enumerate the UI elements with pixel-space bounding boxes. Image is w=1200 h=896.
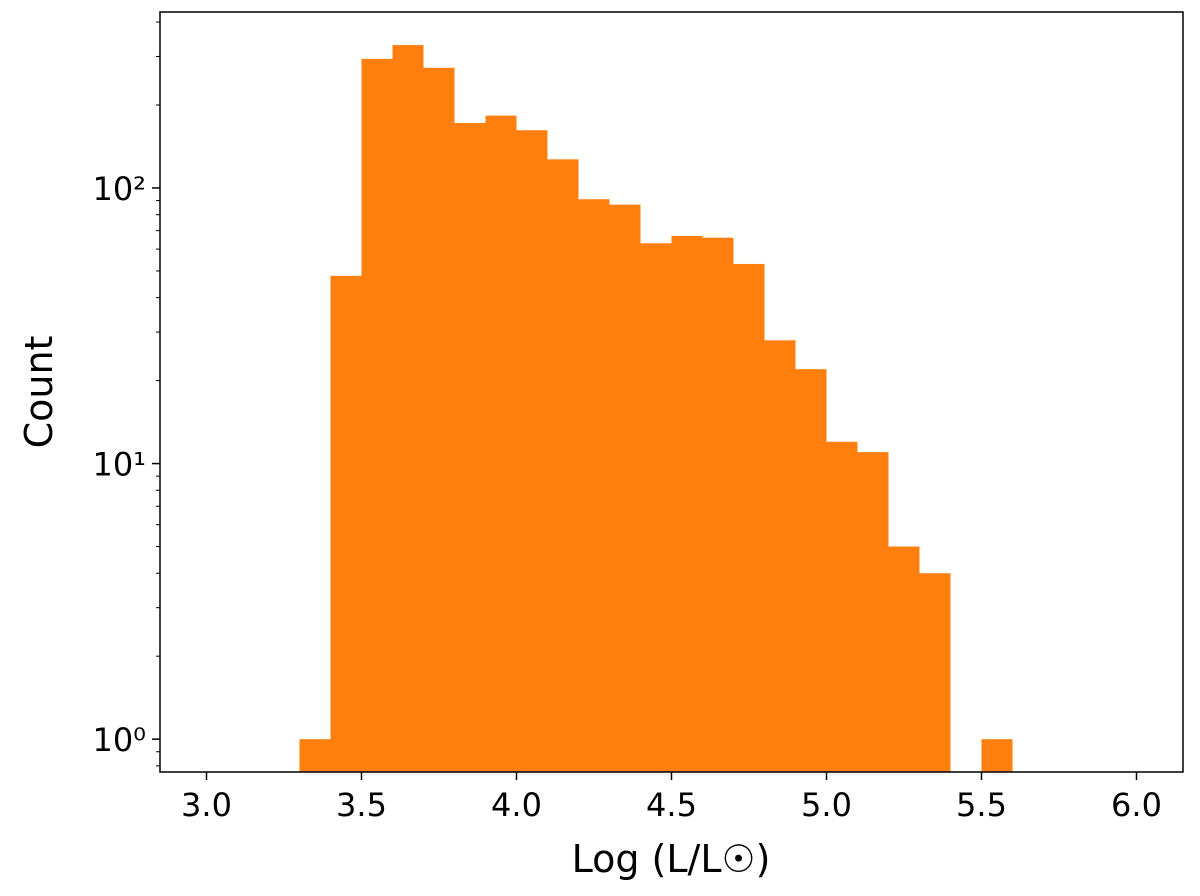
- bar: [578, 199, 610, 773]
- bar: [485, 115, 517, 772]
- bar: [299, 739, 331, 772]
- bar: [454, 123, 486, 772]
- bar: [609, 204, 641, 773]
- bar: [423, 67, 455, 773]
- x-tick-label: 4.0: [491, 786, 542, 824]
- y-tick-label: 10¹: [92, 446, 146, 484]
- bar: [857, 452, 889, 772]
- bar: [919, 573, 951, 772]
- x-tick-label: 3.5: [336, 786, 387, 824]
- bar: [361, 58, 393, 773]
- y-axis-label: Count: [17, 336, 61, 449]
- plot-frame: [159, 11, 1184, 773]
- bar: [516, 130, 548, 772]
- bar: [392, 45, 424, 773]
- x-tick-label: 5.5: [956, 786, 1007, 824]
- bar: [702, 237, 734, 772]
- bar: [640, 243, 672, 772]
- x-tick-label: 6.0: [1111, 786, 1162, 824]
- y-tick-label: 10²: [92, 170, 146, 208]
- x-tick-label: 4.5: [646, 786, 697, 824]
- bar: [671, 235, 703, 773]
- bar: [764, 340, 796, 772]
- x-axis-label: Log (L/L☉): [572, 837, 771, 881]
- bar: [547, 159, 579, 773]
- bar: [826, 441, 858, 772]
- y-tick-label: 10⁰: [92, 721, 146, 759]
- x-tick-label: 5.0: [801, 786, 852, 824]
- bar: [733, 263, 765, 772]
- x-tick-label: 3.0: [181, 786, 232, 824]
- bar: [981, 739, 1013, 772]
- bar: [795, 369, 827, 772]
- bar: [330, 275, 362, 772]
- bar: [888, 546, 920, 772]
